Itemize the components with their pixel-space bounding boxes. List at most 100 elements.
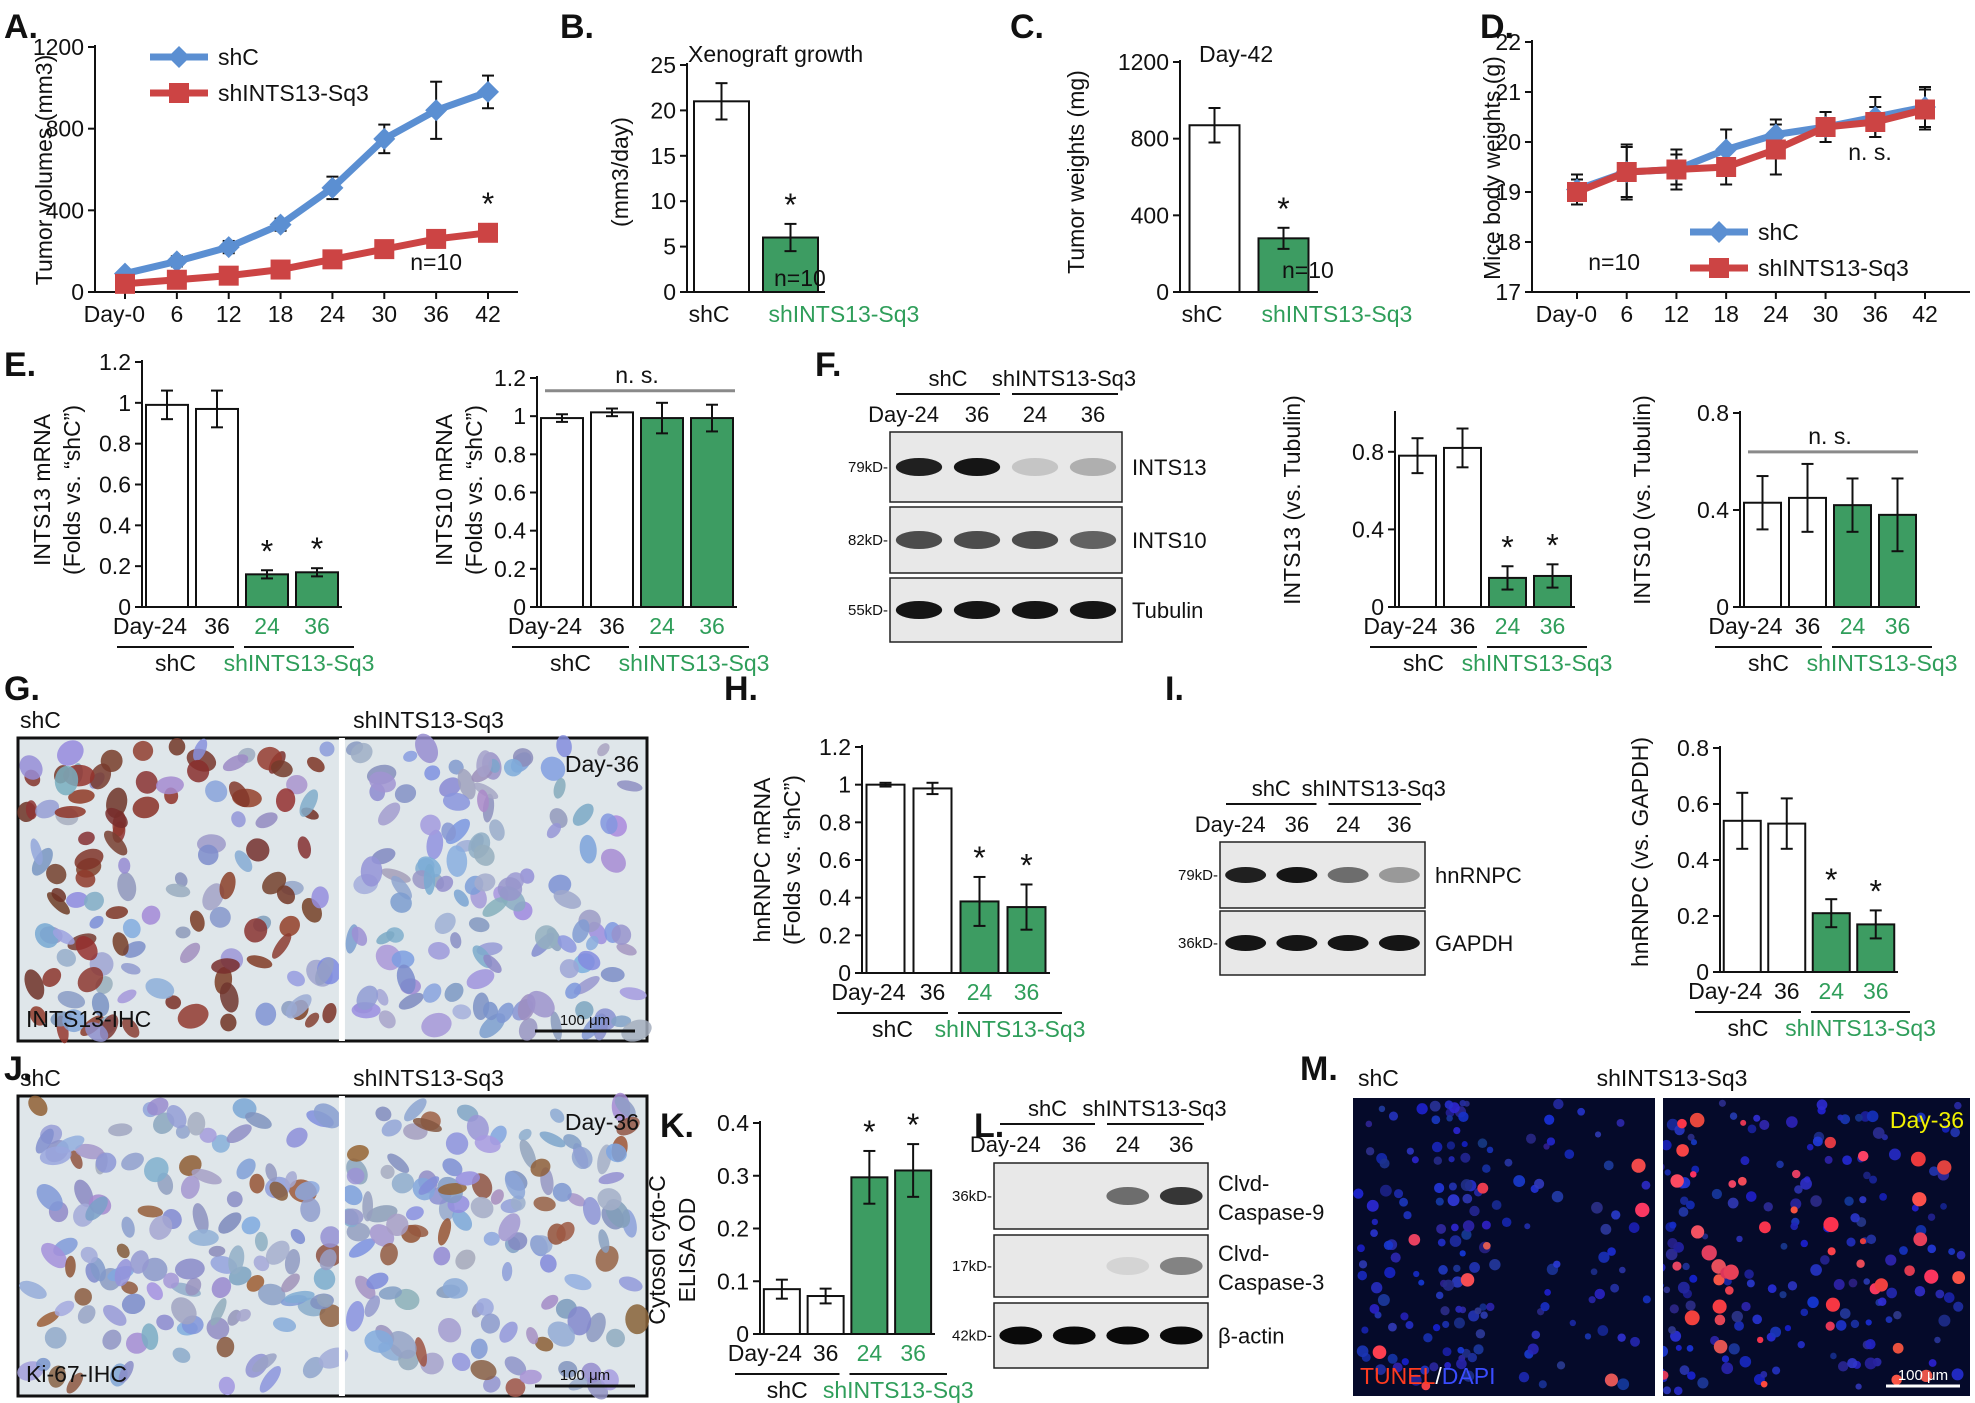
image-J-nucleus <box>108 1123 133 1137</box>
image-M-dapi-spot <box>1444 1100 1454 1109</box>
image-G-nucleus <box>275 788 296 813</box>
chart-D-legend-marker <box>1708 221 1730 243</box>
chart-D-point-square <box>1815 117 1836 137</box>
chart-F1-significance: * <box>1501 529 1513 565</box>
image-J-nucleus <box>530 1158 551 1177</box>
image-M-dapi-spot <box>1685 1200 1695 1210</box>
axis-label-E1b: (Folds vs. “shC”) <box>59 405 85 575</box>
image-M-tunel-spot <box>1824 1136 1836 1149</box>
image-M-dapi-spot <box>1800 1308 1809 1317</box>
chart-F2-category-label: 36 <box>1885 613 1911 639</box>
image-M-tunel-spot <box>1791 1169 1801 1179</box>
image-J-nucleus <box>474 1135 501 1153</box>
chart-A-xtick-label: 12 <box>216 301 242 327</box>
image-M-dapi-spot <box>1885 1316 1893 1324</box>
image-M-tunel-spot <box>1713 1339 1728 1354</box>
chart-B-category-label: shINTS13-Sq3 <box>769 301 920 327</box>
image-M-tunel-spot <box>1904 1265 1915 1276</box>
image-J-nucleus <box>319 1304 343 1328</box>
chart-F1-significance: * <box>1546 527 1558 563</box>
chart-F1-category-label: Day-24 <box>1363 613 1437 639</box>
chart-A-xtick-label: 36 <box>423 301 449 327</box>
image-G-nucleus <box>356 985 379 1010</box>
image-J-nucleus <box>470 1338 488 1359</box>
image-J-nucleus <box>121 1152 144 1171</box>
blot-F-kd-label: 55kD- <box>848 602 888 619</box>
image-M-dapi-spot <box>1899 1246 1908 1255</box>
image-G-nucleus <box>441 822 456 841</box>
image-G-nucleus <box>572 919 590 943</box>
image-G-nucleus <box>572 803 594 826</box>
image-M-dapi-spot <box>1462 1193 1473 1204</box>
chart-I2-significance: * <box>1825 862 1837 898</box>
chart-H-category-label: 24 <box>967 979 993 1005</box>
chart-K-category-label: 24 <box>857 1340 883 1366</box>
image-J-nucleus <box>533 1196 556 1212</box>
chart-I2-ytick-label: 0.6 <box>1677 791 1709 817</box>
image-J-nucleus <box>163 1272 180 1289</box>
image-M-dapi-spot <box>1630 1336 1640 1347</box>
chart-K-significance: * <box>863 1114 875 1150</box>
image-J-nucleus <box>614 1096 636 1118</box>
blot-F-band <box>895 458 943 476</box>
image-G-nucleus <box>611 1015 632 1028</box>
image-M-dapi-spot <box>1641 1180 1651 1190</box>
image-G-right-label: shINTS13-Sq3 <box>353 707 504 733</box>
image-M-tunel-spot <box>1891 1374 1902 1386</box>
chart-E2-group-shINTS13: shINTS13-Sq3 <box>619 650 770 676</box>
axis-label-C: Tumor weights (mg) <box>1063 70 1089 274</box>
image-G-nucleus <box>390 892 412 913</box>
chart-D-xtick-label: 36 <box>1862 301 1888 327</box>
image-M-dapi-spot <box>1546 1137 1556 1146</box>
chart-K-significance: * <box>907 1107 919 1143</box>
image-M-dapi-spot <box>1447 1194 1460 1207</box>
chart-H-category-label: 36 <box>1014 979 1040 1005</box>
image-J-nucleus <box>598 1172 625 1185</box>
image-M-dapi-spot <box>1435 1197 1444 1206</box>
image-M-dapi-spot <box>1611 1210 1621 1220</box>
image-M-tunel-spot <box>1701 1245 1717 1261</box>
chart-D-point-square <box>1915 99 1935 120</box>
image-J-nucleus <box>218 1212 242 1234</box>
image-J-nucleus <box>265 1240 290 1265</box>
chart-F1-group-shINTS13: shINTS13-Sq3 <box>1462 650 1613 676</box>
axis-label-F1: INTS13 (vs. Tubulin) <box>1279 395 1305 605</box>
chart-A-legend-label: shINTS13-Sq3 <box>218 80 369 106</box>
image-M-tunel-spot <box>1874 1278 1888 1292</box>
chart-D-xtick-label: Day-0 <box>1536 301 1597 327</box>
chart-B-significance: * <box>784 187 796 223</box>
image-J-nucleus <box>539 1131 566 1148</box>
image-G-nucleus <box>105 906 129 920</box>
image-G-nucleus <box>473 782 499 800</box>
image-J-nucleus <box>65 1255 76 1278</box>
chart-F2-group-shINTS13: shINTS13-Sq3 <box>1807 650 1958 676</box>
image-M-tunel-spot <box>1690 1171 1697 1178</box>
blot-F-shC-label: shC <box>928 366 967 391</box>
image-M-dapi-spot <box>1379 1158 1390 1169</box>
image-G-nucleus <box>84 891 104 911</box>
image-M-dapi-spot <box>1453 1317 1465 1329</box>
image-J-right-label: shINTS13-Sq3 <box>353 1065 504 1091</box>
image-J-nucleus <box>386 1213 409 1237</box>
image-M-dapi-spot <box>1544 1288 1551 1296</box>
blot-I-protein-label: hnRNPC <box>1435 863 1522 888</box>
chart-E2-category-label: 36 <box>599 613 625 639</box>
image-M-dapi-spot <box>1956 1250 1966 1260</box>
image-M-tunel-spot <box>1408 1233 1421 1246</box>
image-M-dapi-spot <box>1358 1260 1368 1269</box>
image-J-nucleus <box>364 1330 394 1353</box>
image-J-nucleus <box>36 1357 51 1372</box>
image-J-nucleus <box>174 1258 205 1280</box>
image-M-dapi-spot <box>1642 1295 1651 1304</box>
image-M-dapi-spot <box>1893 1310 1902 1320</box>
image-G-nucleus <box>457 768 476 800</box>
image-M-dapi-spot <box>1697 1377 1709 1389</box>
image-M-dapi-spot <box>1800 1177 1812 1190</box>
image-M-dapi-spot <box>1850 1213 1860 1223</box>
image-M-dapi-spot <box>1477 1138 1488 1148</box>
blot-I-lane-label: 24 <box>1336 812 1360 837</box>
image-M-dapi-spot <box>1588 1296 1596 1304</box>
chart-E2-group-shC: shC <box>550 650 591 676</box>
image-J-nucleus <box>245 1112 272 1129</box>
